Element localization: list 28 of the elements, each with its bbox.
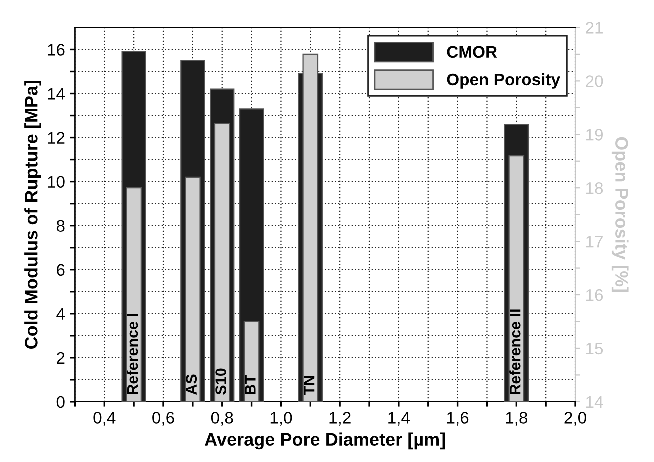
y-tick-label: 12 xyxy=(48,132,65,144)
x-tick-label: 1,8 xyxy=(506,412,528,426)
x-tick-label: 1,6 xyxy=(447,412,469,426)
y-tick-label: 4 xyxy=(56,308,65,320)
annotation: Reference II xyxy=(510,310,521,394)
x-tick-label: 1,4 xyxy=(388,412,410,426)
x-tick-label: 2,0 xyxy=(564,412,586,426)
y-axis-title: Cold Modulus of Rupture [MPa] xyxy=(24,80,42,349)
x-tick-label: 1,0 xyxy=(270,412,292,426)
y-tick-label: 2 xyxy=(57,352,65,364)
annotation: S10 xyxy=(216,368,226,395)
y-tick-label: 14 xyxy=(48,88,65,100)
annotation: TN xyxy=(304,376,315,396)
y-tick-label: 6 xyxy=(57,264,65,276)
x-axis-title: Average Pore Diameter [µm] xyxy=(205,432,446,450)
y-tick-label: 16 xyxy=(48,44,65,56)
x-tick-label: 0,4 xyxy=(94,412,116,426)
x-tick-label: 0,8 xyxy=(211,412,234,426)
x-tick-label: 1,2 xyxy=(330,412,351,426)
annotation: AS xyxy=(186,374,198,395)
annotation: Reference I xyxy=(126,314,138,394)
legend-label: Open Porosity xyxy=(447,73,560,89)
y-tick-label: 8 xyxy=(56,220,65,232)
y-tick-label: 0 xyxy=(56,396,65,408)
y-tick-label: 10 xyxy=(48,176,65,188)
legend-label: CMOR xyxy=(447,46,498,58)
x-tick-label: 0,6 xyxy=(152,412,174,426)
annotation: BT xyxy=(245,375,256,394)
